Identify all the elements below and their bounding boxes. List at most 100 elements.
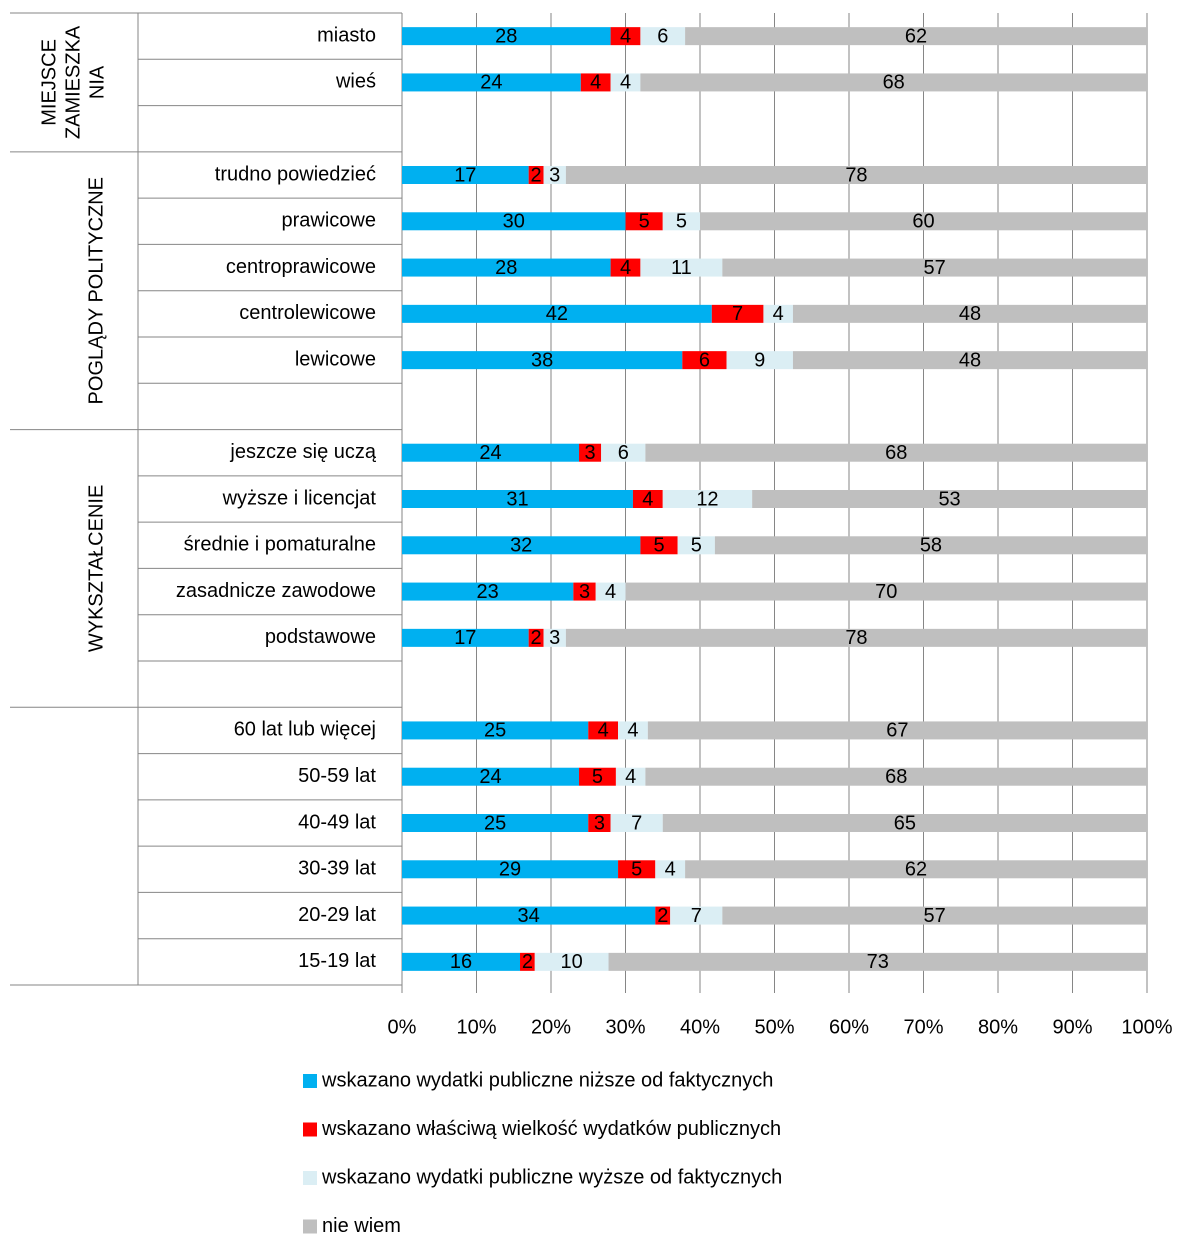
bar-segment: [402, 304, 712, 323]
bar-segment: [682, 351, 727, 370]
bar-segment: [632, 490, 663, 508]
bar-segment: [618, 721, 648, 740]
legend-label: wskazano właściwą wielkość wydatków publ…: [321, 1118, 781, 1140]
data-label: 4: [620, 257, 631, 279]
y-tick-label: średnie i pomaturalne: [184, 534, 376, 556]
data-label: 6: [618, 442, 629, 464]
legend-label: wskazano wydatki publiczne niższe od fak…: [321, 1069, 773, 1091]
data-label: 53: [938, 488, 960, 510]
y-tick-label: lewicowe: [295, 348, 376, 370]
bar-segment: [662, 814, 1147, 832]
data-label: 28: [495, 257, 517, 279]
bar-segment: [647, 721, 1147, 740]
bar-segment: [685, 860, 1147, 879]
bar-segment: [588, 721, 619, 740]
data-label: 78: [845, 164, 867, 186]
bar-segment: [763, 304, 793, 323]
data-label: 60: [912, 211, 934, 233]
y-tick-label: wieś: [335, 71, 376, 93]
bar-segment: [595, 582, 626, 601]
legend-swatch: [303, 1122, 317, 1137]
data-label: 16: [450, 951, 472, 973]
data-label: 17: [454, 627, 476, 649]
legend-swatch: [303, 1074, 317, 1088]
x-tick-label: 40%: [680, 1016, 720, 1038]
bar-segment: [608, 952, 1147, 971]
bar-segment: [792, 351, 1147, 370]
group-label-line: WYKSZTAŁCENIE: [85, 485, 107, 652]
bar-segment: [402, 860, 619, 879]
bar-segment: [714, 536, 1147, 555]
y-tick-label: prawicowe: [282, 210, 376, 232]
bar-segment: [670, 906, 723, 925]
data-label: 29: [499, 859, 521, 881]
data-label: 65: [894, 812, 916, 834]
data-label: 7: [732, 303, 743, 325]
bar-segment: [610, 258, 641, 277]
data-label: 5: [639, 211, 650, 233]
data-label: 6: [699, 349, 710, 371]
data-label: 3: [579, 581, 590, 603]
bar-segment: [640, 258, 723, 277]
x-tick-label: 60%: [829, 1016, 869, 1038]
y-tick-label: 15-19 lat: [298, 950, 376, 972]
data-label: 4: [598, 720, 609, 742]
y-tick-label: wyższe i licencjat: [222, 487, 377, 509]
y-tick-label: podstawowe: [265, 626, 376, 648]
data-label: 4: [773, 303, 784, 325]
data-label: 11: [671, 257, 692, 279]
data-label: 73: [867, 951, 889, 973]
bar-segment: [580, 73, 611, 92]
data-label: 57: [924, 257, 946, 279]
x-tick-label: 20%: [531, 1016, 571, 1038]
data-label: 2: [531, 164, 542, 186]
data-label: 6: [657, 25, 668, 47]
bar-segment: [402, 443, 580, 462]
bar-segment: [528, 628, 544, 647]
data-label: 42: [546, 303, 568, 325]
bar-segment: [640, 27, 686, 46]
data-label: 17: [454, 164, 476, 186]
data-label: 4: [665, 859, 676, 881]
data-label: 62: [905, 25, 927, 47]
bar-segment: [610, 27, 641, 46]
data-label: 4: [620, 72, 631, 94]
bar-segment: [402, 721, 589, 740]
bar-segment: [726, 351, 793, 370]
bar-segment: [402, 952, 521, 971]
data-label: 3: [549, 627, 560, 649]
data-label: 3: [549, 164, 560, 186]
data-label: 32: [510, 535, 532, 557]
y-tick-label: jeszcze się uczą: [229, 441, 376, 463]
bar-segment: [685, 27, 1147, 46]
bar-segment: [655, 860, 686, 879]
bar-segment: [579, 767, 616, 786]
data-label: 48: [959, 349, 981, 371]
data-label: 5: [592, 766, 603, 788]
data-label: 78: [845, 627, 867, 649]
data-label: 2: [531, 627, 542, 649]
bar-segment: [402, 582, 574, 601]
x-tick-label: 70%: [903, 1016, 943, 1038]
bar-segment: [625, 212, 663, 231]
data-label: 24: [479, 442, 501, 464]
bar-segment: [700, 212, 1147, 231]
bar-segment: [402, 73, 581, 92]
data-label: 68: [885, 442, 907, 464]
data-label: 4: [590, 72, 601, 94]
data-label: 4: [625, 766, 636, 788]
data-label: 57: [924, 905, 946, 927]
bar-segment: [677, 536, 715, 555]
bar-segment: [528, 166, 544, 184]
data-label: 31: [506, 488, 528, 510]
bar-segment: [402, 536, 641, 555]
data-label: 68: [885, 766, 907, 788]
y-tick-label: trudno powiedzieć: [215, 163, 376, 185]
data-label: 58: [920, 535, 942, 557]
bar-segment: [645, 443, 1147, 462]
y-tick-label: 30-39 lat: [298, 858, 376, 880]
bar-segment: [618, 860, 656, 879]
data-label: 2: [522, 951, 533, 973]
bar-segment: [792, 304, 1147, 323]
bar-segment: [402, 814, 589, 832]
